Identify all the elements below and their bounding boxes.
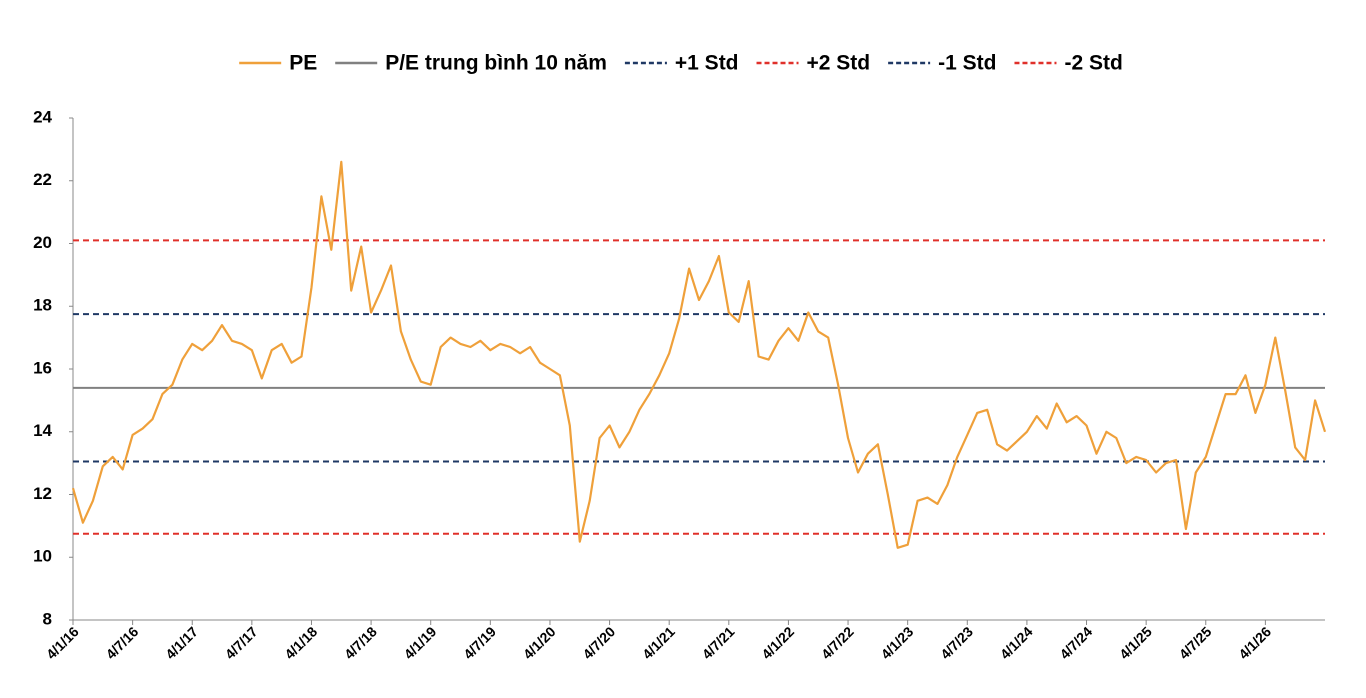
x-tick-label: 4/7/21: [699, 623, 738, 662]
pe-line: [71, 160, 1327, 549]
legend: PE P/E trung bình 10 năm +1 Std +2 Std -1 St…: [239, 52, 1123, 75]
x-tick-label: 4/1/20: [520, 623, 559, 662]
legend-label: +2 Std: [807, 52, 871, 75]
x-tick-label: 4/1/16: [43, 623, 82, 662]
y-tick-label: 12: [33, 484, 52, 503]
legend-label: +1 Std: [675, 52, 739, 75]
x-tick-label: 4/1/18: [281, 623, 320, 662]
x-tick-label: 4/7/23: [937, 623, 976, 662]
x-tick-label: 4/7/22: [818, 623, 857, 662]
y-tick-label: 10: [33, 547, 52, 566]
y-tick-label: 18: [33, 296, 52, 315]
y-tick-label: 14: [33, 421, 52, 440]
legend-label: P/E trung bình 10 năm: [385, 52, 607, 75]
y-tick-label: 8: [43, 609, 52, 628]
x-tick-label: 4/1/22: [758, 623, 797, 662]
x-tick-label: 4/7/17: [222, 623, 261, 662]
x-tick-label: 4/1/25: [1116, 623, 1155, 662]
legend-label: -1 Std: [938, 52, 996, 75]
x-tick-label: 4/1/19: [401, 623, 440, 662]
x-tick-label: 4/1/21: [639, 623, 678, 662]
y-tick-label: 24: [33, 107, 52, 126]
legend-label: PE: [289, 52, 317, 75]
x-tick-label: 4/7/20: [579, 623, 618, 662]
x-tick-label: 4/1/23: [878, 623, 917, 662]
y-tick-label: 16: [33, 358, 52, 377]
y-tick-label: 20: [33, 233, 52, 252]
x-tick-label: 4/7/25: [1176, 623, 1215, 662]
y-tick-label: 22: [33, 170, 52, 189]
legend-label: -2 Std: [1064, 52, 1122, 75]
x-tick-label: 4/7/24: [1056, 623, 1095, 662]
x-tick-label: 4/7/16: [103, 623, 142, 662]
x-tick-label: 4/1/24: [997, 623, 1036, 662]
x-tick-label: 4/1/26: [1235, 623, 1274, 662]
x-tick-label: 4/7/19: [460, 623, 499, 662]
x-tick-label: 4/1/17: [162, 623, 201, 662]
x-tick-label: 4/7/18: [341, 623, 380, 662]
